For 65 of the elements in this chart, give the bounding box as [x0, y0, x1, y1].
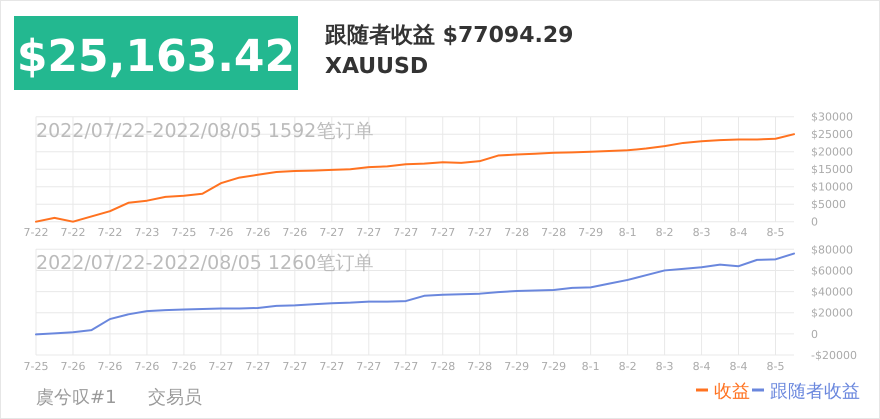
x-tick-label: 7-29 — [578, 226, 604, 239]
text: 虞兮叹#1 — [36, 387, 117, 408]
text: XAUUSD — [325, 54, 428, 79]
x-tick-label: 8-4 — [730, 360, 748, 373]
x-tick-label: 7-27 — [208, 360, 234, 373]
y-tick-label: $25000 — [811, 128, 853, 142]
x-tick-label: 7-28 — [430, 360, 456, 373]
x-tick-label: 7-26 — [134, 360, 160, 373]
text: 跟随者收益 $77094.29 — [324, 23, 574, 48]
y-tick-label: $5000 — [811, 198, 846, 212]
chart-title: 2022/07/22-2022/08/05 1260笔订单 — [36, 252, 374, 274]
y-tick-label: $40000 — [811, 286, 853, 299]
y-tick-label: $10000 — [811, 180, 853, 194]
x-tick-label: 7-26 — [208, 226, 234, 239]
x-tick-label: 7-29 — [504, 360, 530, 373]
x-tick-label: 8-1 — [618, 226, 637, 239]
x-tick-label: 8-2 — [656, 226, 674, 239]
x-tick-label: 7-27 — [319, 360, 344, 373]
x-tick-label: 7-27 — [245, 360, 270, 373]
text: $25,163.42 — [16, 31, 296, 82]
x-tick-label: 7-27 — [467, 226, 492, 239]
x-tick-label: 7-22 — [97, 226, 122, 239]
x-tick-label: 7-28 — [541, 226, 566, 239]
y-tick-label: $15000 — [811, 163, 853, 176]
x-tick-label: 7-26 — [282, 226, 308, 239]
x-tick-label: 7-27 — [356, 226, 382, 239]
y-tick-label: $20000 — [811, 306, 853, 320]
x-tick-label: 7-27 — [393, 226, 418, 239]
x-tick-label: 7-27 — [282, 360, 308, 373]
x-tick-label: 8-2 — [618, 360, 637, 373]
x-tick-label: 7-27 — [430, 226, 456, 239]
x-tick-label: 8-5 — [766, 226, 784, 239]
x-tick-label: 7-25 — [171, 226, 196, 239]
x-tick-label: 7-23 — [134, 226, 160, 239]
x-tick-label: 7-22 — [24, 226, 48, 239]
text: 交易员 — [148, 387, 202, 408]
line-series — [35, 252, 795, 336]
legend-label: 跟随者收益 — [770, 381, 860, 402]
chart-title: 2022/07/22-2022/08/05 1592笔订单 — [36, 120, 374, 142]
x-tick-label: 8-5 — [766, 360, 784, 373]
x-tick-label: 8-3 — [692, 226, 711, 239]
x-tick-label: 7-27 — [319, 226, 344, 239]
x-tick-label: 7-22 — [60, 226, 86, 239]
x-tick-label: 7-28 — [467, 360, 492, 373]
x-tick-label: 7-28 — [504, 226, 530, 239]
legend-label: 收益 — [714, 381, 750, 402]
y-tick-label: $60000 — [811, 264, 853, 278]
x-tick-label: 8-3 — [656, 360, 674, 373]
x-tick-label: 7-29 — [541, 360, 566, 373]
x-tick-label: 8-1 — [582, 360, 600, 373]
y-tick-label: 0 — [811, 216, 818, 229]
y-tick-label: $80000 — [811, 243, 853, 256]
x-tick-label: 7-27 — [393, 360, 418, 373]
x-tick-label: 7-25 — [24, 360, 48, 373]
y-tick-label: $30000 — [811, 110, 853, 124]
y-tick-label: 0 — [811, 328, 818, 341]
y-tick-label: $20000 — [811, 146, 853, 159]
x-tick-label: 7-26 — [60, 360, 86, 373]
y-tick-label: -$20000 — [811, 349, 857, 362]
x-tick-label: 7-26 — [171, 360, 196, 373]
x-tick-label: 7-26 — [245, 226, 270, 239]
x-tick-label: 7-27 — [356, 360, 382, 373]
x-tick-label: 8-4 — [730, 226, 748, 239]
x-tick-label: 8-4 — [692, 360, 711, 373]
x-tick-label: 7-26 — [97, 360, 122, 373]
